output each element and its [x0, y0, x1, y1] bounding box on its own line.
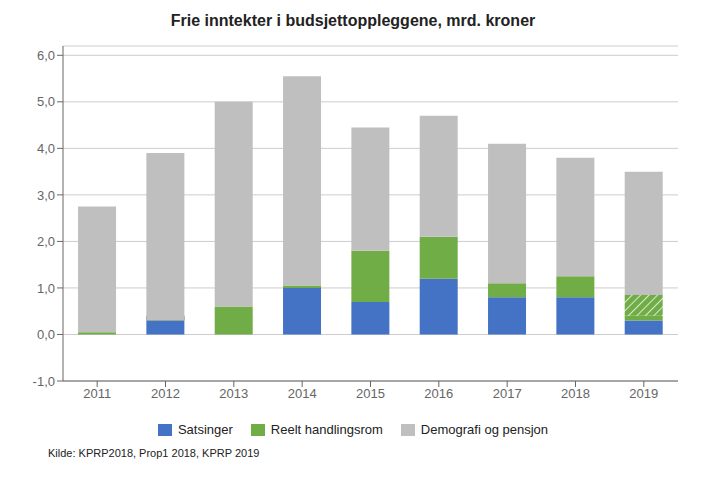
svg-text:2016: 2016: [424, 386, 453, 401]
html-text:Reelt handlingsrom: Reelt handlingsrom: [270, 422, 383, 437]
svg-text:0,0: 0,0: [37, 327, 55, 342]
svg-text:4,0: 4,0: [37, 141, 55, 156]
svg-text:3,0: 3,0: [37, 188, 55, 203]
svg-text:2019: 2019: [629, 386, 658, 401]
svg-text:2017: 2017: [493, 386, 522, 401]
html-text:Frie inntekter i budsjettopple: Frie inntekter i budsjettoppleggene, mrd…: [170, 12, 536, 29]
svg-text:2015: 2015: [356, 386, 385, 401]
svg-text:5,0: 5,0: [37, 94, 55, 109]
html-text:Kilde: KPRP2018, Prop1 2018, K: Kilde: KPRP2018, Prop1 2018, KPRP 2019: [48, 447, 260, 459]
svg-text:2013: 2013: [219, 386, 248, 401]
svg-text:-1,0: -1,0: [33, 374, 55, 389]
svg-text:2012: 2012: [151, 386, 180, 401]
svg-text:6,0: 6,0: [37, 48, 55, 63]
html-text:Satsinger: Satsinger: [177, 422, 233, 437]
svg-text:2011: 2011: [83, 386, 111, 401]
svg-text:2018: 2018: [561, 386, 590, 401]
svg-text:2014: 2014: [288, 386, 317, 401]
html-text:Demografi og pensjon: Demografi og pensjon: [420, 422, 549, 437]
svg-text:1,0: 1,0: [37, 281, 55, 296]
svg-text:2,0: 2,0: [37, 234, 55, 249]
